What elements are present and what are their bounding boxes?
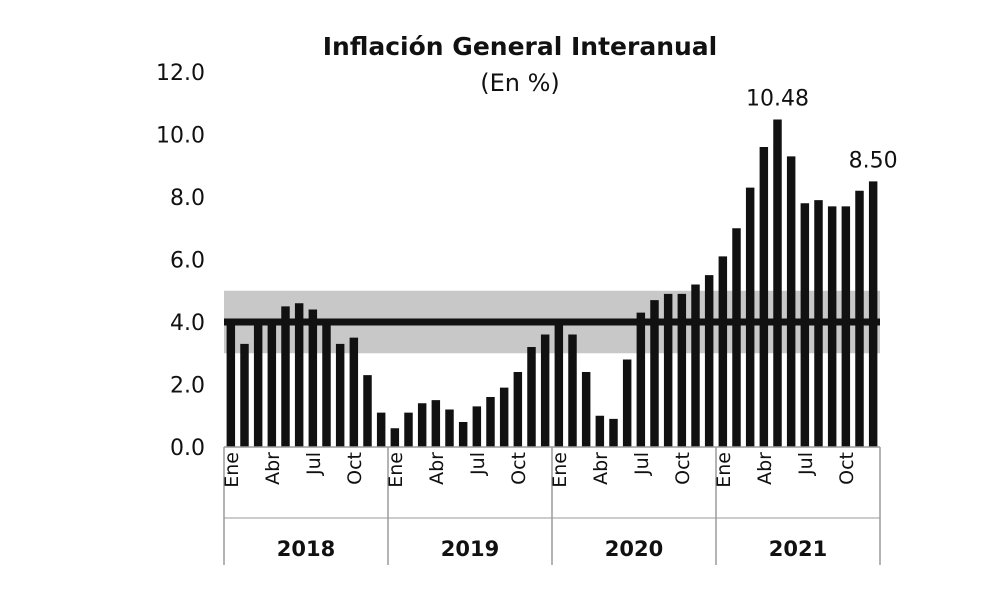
bar-series (226, 119, 878, 448)
bar (376, 412, 386, 448)
year-label: 2021 (769, 537, 827, 561)
year-label: 2020 (605, 537, 663, 561)
bar (581, 372, 591, 447)
bar (554, 318, 564, 448)
bar (868, 181, 878, 448)
bar (841, 206, 851, 447)
bar (322, 325, 331, 448)
bar (472, 406, 482, 448)
bar (417, 403, 427, 447)
bar (390, 428, 400, 447)
bar (253, 325, 263, 448)
bar (732, 228, 741, 447)
x-tick-label: Oct (344, 452, 366, 485)
bar (527, 347, 536, 447)
x-tick-label: Jul (631, 452, 653, 476)
year-label: 2019 (441, 537, 499, 561)
x-tick-label: Jul (795, 452, 817, 476)
x-tick-label: Ene (221, 452, 243, 488)
year-label: 2018 (277, 537, 335, 561)
bar (226, 322, 236, 447)
y-tick-label: 2.0 (170, 374, 205, 399)
bar (363, 375, 372, 448)
x-tick-label: Jul (467, 452, 489, 476)
y-tick-label: 8.0 (170, 186, 205, 211)
bar (568, 334, 577, 447)
bar (267, 322, 277, 447)
bar (540, 334, 550, 447)
chart-subtitle: (En %) (480, 69, 560, 97)
y-tick-label: 0.0 (170, 436, 205, 461)
x-tick-label: Jul (303, 452, 325, 476)
bar (827, 206, 837, 447)
bar (759, 147, 769, 447)
data-label: 10.48 (746, 87, 809, 112)
x-tick-label: Ene (385, 452, 407, 488)
bar (636, 312, 646, 448)
bar (281, 306, 290, 448)
data-label: 8.50 (849, 148, 898, 173)
x-tick-label: Ene (549, 452, 571, 488)
bar (308, 309, 318, 447)
bar (294, 303, 304, 447)
bar (718, 256, 728, 448)
bar (499, 387, 509, 448)
bar (704, 275, 714, 448)
x-tick-label: Abr (590, 452, 612, 485)
bar (650, 300, 659, 448)
bar (786, 156, 796, 448)
bar (609, 418, 618, 448)
x-tick-label: Abr (426, 452, 448, 485)
bar (458, 422, 468, 447)
bar (404, 412, 413, 448)
bar (486, 397, 495, 447)
y-tick-label: 4.0 (170, 311, 205, 336)
bar (349, 337, 359, 448)
bar (773, 119, 782, 447)
bar (745, 187, 755, 447)
x-tick-label: Oct (672, 452, 694, 485)
bar (240, 343, 249, 448)
x-axis: Ene Abr Jul Oct Ene Abr Jul Oct Ene Abr Jul Oct Ene A… (221, 446, 881, 565)
y-axis: 0.0 2.0 4.0 6.0 8.0 10.0 12.0 (156, 61, 205, 461)
bar (445, 409, 454, 447)
bar (431, 400, 441, 448)
bar (513, 372, 523, 447)
bar (595, 415, 605, 447)
bar (663, 293, 673, 448)
bar (335, 343, 345, 448)
data-labels: 10.48 8.50 (746, 87, 898, 174)
chart-title: Inflación General Interanual (323, 32, 718, 61)
x-tick-label: Abr (262, 452, 284, 485)
y-tick-label: 10.0 (156, 124, 205, 149)
x-tick-label: Oct (508, 452, 530, 485)
x-tick-label: Ene (713, 452, 735, 488)
x-tick-label: Abr (754, 452, 776, 485)
y-tick-label: 6.0 (170, 249, 205, 274)
x-tick-label: Oct (836, 452, 858, 485)
y-tick-label: 12.0 (156, 61, 205, 86)
bar (677, 293, 687, 448)
bar (691, 284, 700, 447)
bar (622, 359, 632, 447)
